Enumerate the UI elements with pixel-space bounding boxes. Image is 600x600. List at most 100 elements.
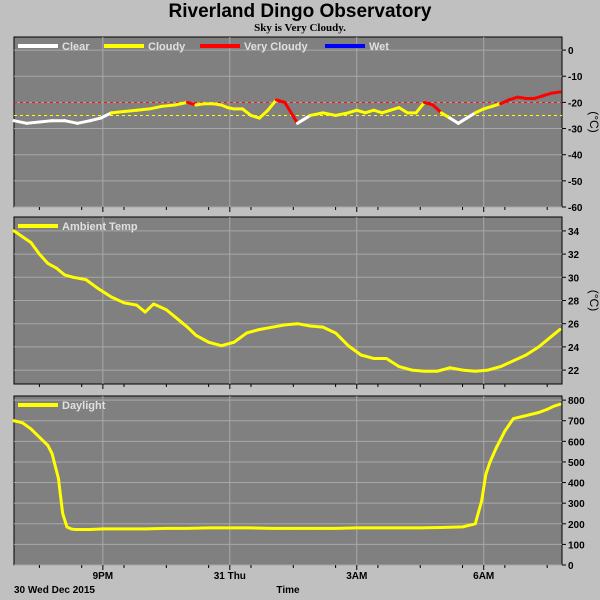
data-point bbox=[334, 331, 338, 335]
data-point bbox=[550, 91, 553, 95]
data-line-segment bbox=[456, 116, 469, 125]
y-tick-label: 200 bbox=[568, 520, 585, 531]
data-point bbox=[283, 323, 287, 327]
data-point bbox=[397, 526, 401, 530]
data-line-segment bbox=[12, 119, 29, 125]
data-point bbox=[65, 525, 69, 529]
data-point bbox=[431, 103, 435, 107]
data-point bbox=[274, 98, 278, 102]
data-point bbox=[541, 94, 545, 98]
y-tick-label: 24 bbox=[568, 343, 580, 354]
data-point bbox=[537, 411, 541, 414]
legend-label: Wet bbox=[369, 41, 389, 53]
y-tick-label: -60 bbox=[568, 203, 583, 214]
data-point bbox=[439, 111, 443, 115]
data-point bbox=[164, 526, 168, 530]
data-point bbox=[29, 427, 33, 431]
legend-label: Ambient Temp bbox=[62, 221, 138, 233]
data-point bbox=[313, 526, 316, 530]
data-point bbox=[550, 335, 553, 338]
data-point bbox=[558, 328, 562, 331]
data-point bbox=[363, 111, 367, 115]
data-point bbox=[308, 114, 312, 117]
y-tick-label: 400 bbox=[568, 479, 585, 490]
y-tick-label: 30 bbox=[568, 273, 580, 284]
data-line-segment bbox=[308, 111, 325, 117]
data-point bbox=[397, 365, 401, 369]
data-point bbox=[359, 353, 363, 357]
data-point bbox=[270, 325, 274, 329]
data-point bbox=[50, 119, 54, 123]
data-point bbox=[456, 121, 460, 125]
x-tick-label: 9PM bbox=[93, 571, 114, 582]
data-point bbox=[186, 325, 189, 329]
y-tick-label: 0 bbox=[568, 561, 574, 572]
chart-panel-ambient: 22 24 26 28 30 32 34 (°C) Ambient Temp bbox=[12, 216, 600, 389]
data-point bbox=[296, 121, 299, 125]
data-point bbox=[524, 97, 528, 100]
date-label: 30 Wed Dec 2015 bbox=[14, 585, 95, 596]
y-tick-label: 28 bbox=[568, 297, 580, 308]
data-point bbox=[71, 275, 75, 279]
data-point bbox=[203, 102, 206, 106]
data-point bbox=[219, 103, 223, 107]
data-point bbox=[50, 452, 54, 456]
data-point bbox=[258, 116, 261, 120]
x-tick-label: 3AM bbox=[346, 571, 367, 582]
data-point bbox=[448, 116, 452, 120]
data-point bbox=[21, 421, 24, 425]
data-point bbox=[207, 340, 211, 344]
data-point bbox=[73, 528, 77, 531]
data-point bbox=[524, 353, 528, 357]
data-point bbox=[406, 111, 409, 115]
data-point bbox=[448, 366, 452, 370]
data-point bbox=[507, 98, 511, 102]
y-tick-label: -20 bbox=[568, 98, 583, 109]
data-point bbox=[482, 107, 486, 111]
data-point bbox=[84, 278, 88, 282]
data-point bbox=[414, 111, 418, 115]
data-point bbox=[88, 528, 92, 531]
data-point bbox=[109, 295, 113, 299]
y-tick-label: 26 bbox=[568, 320, 580, 331]
data-point bbox=[194, 103, 198, 107]
data-point bbox=[63, 119, 67, 123]
data-point bbox=[249, 114, 253, 117]
data-point bbox=[186, 526, 189, 530]
data-line-daylight bbox=[12, 402, 562, 532]
data-line-segment bbox=[147, 104, 164, 111]
x-tick-label: 31 Thu bbox=[214, 571, 246, 582]
data-point bbox=[484, 472, 488, 476]
y-axis-label: (°C) bbox=[587, 111, 600, 132]
data-point bbox=[46, 444, 50, 447]
data-point bbox=[249, 526, 253, 530]
data-point bbox=[435, 369, 439, 373]
data-point bbox=[537, 345, 541, 349]
data-line-segment bbox=[99, 111, 113, 120]
data-point bbox=[355, 526, 359, 530]
y-tick-label: -50 bbox=[568, 177, 583, 188]
data-point bbox=[80, 528, 84, 531]
data-point bbox=[135, 108, 139, 112]
data-point bbox=[296, 322, 299, 326]
data-point bbox=[232, 107, 236, 111]
data-point bbox=[376, 526, 380, 530]
data-line-segment bbox=[397, 106, 410, 115]
data-point bbox=[37, 252, 41, 256]
data-point bbox=[490, 104, 494, 108]
data-point bbox=[109, 111, 113, 115]
data-point bbox=[372, 108, 376, 112]
data-line-segment bbox=[473, 107, 486, 115]
data-point bbox=[266, 108, 270, 112]
data-point bbox=[122, 527, 126, 531]
data-point bbox=[101, 527, 105, 531]
data-point bbox=[12, 419, 16, 423]
data-point bbox=[384, 357, 388, 360]
data-line-segment bbox=[431, 103, 443, 115]
data-line-ambient bbox=[12, 229, 562, 373]
data-point bbox=[520, 415, 524, 419]
page-title: Riverland Dingo Observatory bbox=[168, 1, 432, 22]
data-point bbox=[12, 119, 16, 123]
data-point bbox=[186, 100, 189, 104]
legend-label: Daylight bbox=[62, 400, 106, 412]
